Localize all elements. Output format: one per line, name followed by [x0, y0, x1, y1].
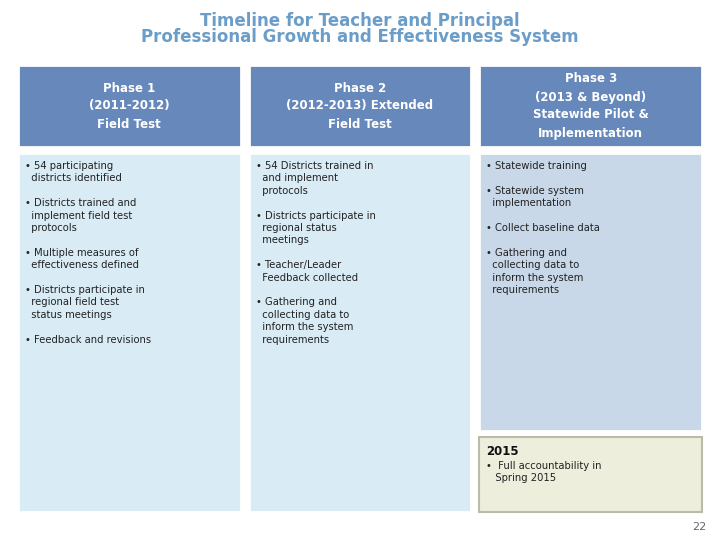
Text: • 54 participating
  districts identified

• Districts trained and
  implement f: • 54 participating districts identified …: [25, 161, 151, 345]
FancyBboxPatch shape: [248, 153, 472, 512]
Text: 2015: 2015: [486, 445, 519, 458]
Text: 22: 22: [692, 522, 706, 532]
FancyBboxPatch shape: [248, 65, 472, 147]
FancyBboxPatch shape: [480, 65, 702, 147]
FancyBboxPatch shape: [18, 65, 240, 147]
FancyBboxPatch shape: [18, 153, 240, 512]
Text: •  Full accountability in
   Spring 2015: • Full accountability in Spring 2015: [486, 461, 602, 483]
FancyBboxPatch shape: [480, 153, 702, 431]
FancyBboxPatch shape: [480, 437, 702, 512]
Text: Phase 2
(2012-2013) Extended
Field Test: Phase 2 (2012-2013) Extended Field Test: [287, 82, 433, 131]
Text: Timeline for Teacher and Principal: Timeline for Teacher and Principal: [200, 12, 520, 30]
Text: Professional Growth and Effectiveness System: Professional Growth and Effectiveness Sy…: [141, 28, 579, 46]
Text: Phase 3
(2013 & Beyond)
Statewide Pilot &
Implementation: Phase 3 (2013 & Beyond) Statewide Pilot …: [533, 72, 649, 139]
Text: • Statewide training

• Statewide system
  implementation

• Collect baseline da: • Statewide training • Statewide system …: [486, 161, 600, 295]
Text: • 54 Districts trained in
  and implement
  protocols

• Districts participate i: • 54 Districts trained in and implement …: [256, 161, 376, 345]
Text: Phase 1
(2011-2012)
Field Test: Phase 1 (2011-2012) Field Test: [89, 82, 170, 131]
